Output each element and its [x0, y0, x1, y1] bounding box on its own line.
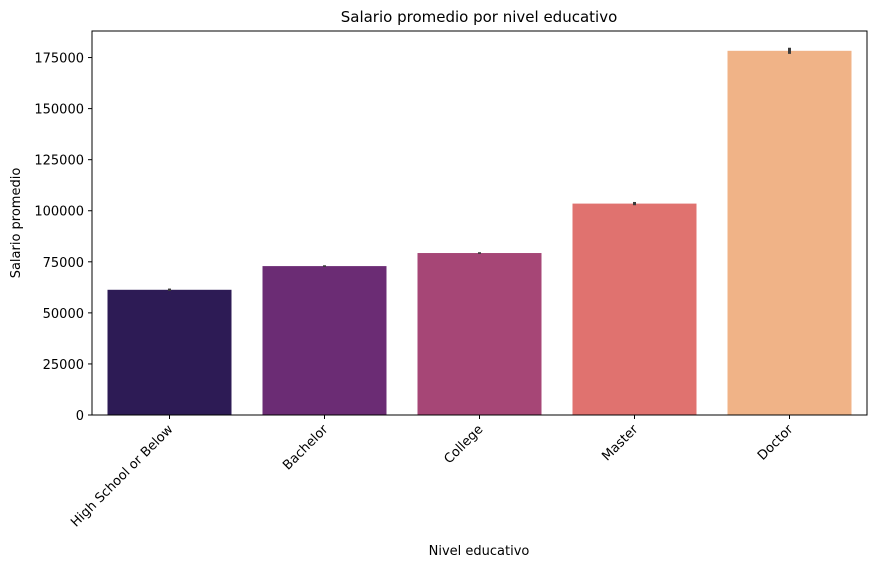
bar-high-school-or-below [107, 289, 232, 415]
y-tick-label: 100000 [34, 205, 84, 220]
x-axis-title: Nivel educativo [429, 544, 530, 559]
bar-master [572, 203, 697, 415]
bar-doctor [727, 50, 852, 416]
y-axis: 0 25000 50000 75000 100000 125000 150000 175000 [34, 52, 92, 424]
x-tick-label: Master [599, 422, 641, 464]
y-tick-label: 175000 [34, 52, 84, 67]
bars-layer [107, 50, 852, 416]
y-tick-label: 75000 [43, 256, 84, 271]
x-tick-label: High School or Below [68, 422, 176, 530]
y-tick-label: 25000 [43, 358, 84, 373]
y-tick-label: 50000 [43, 307, 84, 322]
y-axis-title: Salario promedio [9, 168, 24, 279]
errorbars-layer [168, 47, 791, 292]
bar-bachelor [262, 266, 387, 415]
chart-title: Salario promedio por nivel educativo [341, 8, 618, 26]
x-tick-label: College [441, 422, 486, 467]
y-tick-label: 0 [76, 409, 84, 424]
y-tick-label: 150000 [34, 103, 84, 118]
x-axis: High School or Below Bachelor College Maste… [68, 415, 797, 530]
x-tick-label: Bachelor [280, 422, 332, 474]
x-tick-label: Doctor [755, 422, 797, 464]
bar-college [417, 253, 542, 415]
y-tick-label: 125000 [34, 154, 84, 169]
plot-frame [91, 30, 868, 416]
